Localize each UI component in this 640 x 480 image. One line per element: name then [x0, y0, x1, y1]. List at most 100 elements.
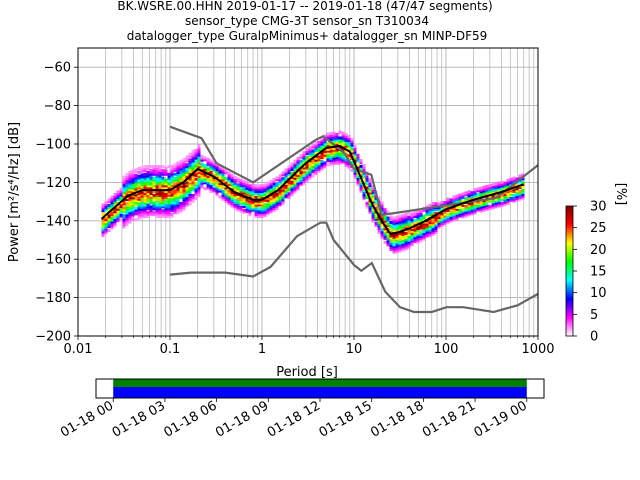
heatmap-cell [173, 178, 177, 182]
heatmap-cell [215, 172, 219, 176]
heatmap-cell [173, 197, 177, 201]
heatmap-cell [140, 167, 144, 171]
heatmap-cell [164, 213, 168, 217]
heatmap-cell [290, 185, 294, 189]
heatmap-cell [404, 216, 408, 220]
heatmap-cell [380, 207, 384, 211]
heatmap-cell [167, 213, 171, 217]
heatmap-cell [278, 176, 282, 180]
heatmap-cell [323, 140, 327, 144]
heatmap-cell [155, 176, 159, 180]
y-axis-label: Power [m²/s⁴/Hz] [dB] [7, 122, 22, 262]
heatmap-cell [233, 185, 237, 189]
heatmap-cell [398, 224, 402, 228]
heatmap-cell [194, 172, 198, 175]
heatmap-cell [224, 186, 228, 190]
heatmap-cell [194, 191, 198, 195]
heatmap-cell [203, 165, 207, 169]
heatmap-cell [521, 188, 525, 192]
heatmap-cell [179, 194, 183, 198]
colorbar-tick-label: 15 [590, 265, 607, 280]
heatmap-cell [305, 171, 309, 175]
heatmap-cell [140, 208, 144, 212]
heatmap-cell [269, 185, 273, 189]
heatmap-cell [389, 215, 393, 219]
heatmap-cell [299, 169, 303, 173]
heatmap-cell [260, 195, 264, 199]
heatmap-cell [296, 179, 300, 183]
heatmap-cell [401, 223, 405, 227]
heatmap-cell [152, 165, 156, 169]
coverage-bar-blue [113, 387, 527, 398]
heatmap-cell [311, 153, 315, 157]
heatmap-cell [263, 185, 267, 189]
heatmap-cell [140, 194, 144, 198]
heatmap-cell [194, 156, 198, 160]
heatmap-cell [419, 233, 423, 237]
heatmap-cell [104, 225, 108, 229]
heatmap-cell [197, 173, 201, 176]
heatmap-cell [452, 218, 456, 222]
heatmap-cell [239, 201, 243, 205]
heatmap-cell [431, 232, 435, 236]
heatmap-cell [119, 205, 123, 209]
heatmap-cell [200, 178, 204, 181]
heatmap-cell [116, 209, 120, 213]
heatmap-cell [182, 184, 186, 188]
heatmap-cell [410, 212, 414, 216]
heatmap-cell [179, 196, 183, 200]
heatmap-cell [122, 175, 126, 179]
heatmap-cell [242, 180, 246, 183]
heatmap-cell [371, 198, 375, 202]
heatmap-cell [485, 200, 489, 204]
heatmap-cell [347, 144, 351, 148]
heatmap-cell [380, 222, 384, 226]
heatmap-cell [464, 210, 468, 214]
coverage-tick-label: 01-19 00 [472, 398, 530, 440]
heatmap-cell [413, 218, 417, 222]
heatmap-cell [227, 177, 231, 181]
heatmap-cell [209, 178, 213, 182]
heatmap-cell [347, 154, 351, 158]
heatmap-cell [167, 174, 171, 178]
heatmap-cell [158, 211, 162, 215]
heatmap-cell [329, 143, 333, 147]
heatmap-cell [506, 201, 510, 205]
heatmap-cell [122, 200, 126, 204]
heatmap-cell [494, 199, 498, 203]
heatmap-cell [485, 196, 489, 200]
heatmap-cell [248, 213, 252, 217]
heatmap-cell [122, 217, 126, 221]
heatmap-cell [209, 186, 213, 190]
heatmap-cell [203, 156, 207, 160]
heatmap-cell [188, 177, 192, 181]
heatmap-cell [356, 159, 360, 163]
heatmap-cell [308, 151, 312, 155]
colorbar-label: [%] [613, 183, 628, 206]
heatmap-cell [272, 206, 276, 210]
heatmap-cell [134, 177, 138, 181]
heatmap-cell [452, 199, 456, 203]
heatmap-cell [239, 184, 243, 188]
heatmap-cell [281, 179, 285, 183]
heatmap-cell [158, 207, 162, 211]
heatmap-cell [401, 217, 405, 221]
heatmap-cell [449, 200, 453, 204]
heatmap-cell [335, 154, 339, 158]
heatmap-cell [176, 172, 180, 176]
heatmap-cell [275, 193, 279, 197]
heatmap-cell [122, 192, 126, 196]
heatmap-cell [338, 138, 342, 142]
heatmap-cell [185, 188, 189, 192]
heatmap-cell [281, 192, 285, 196]
heatmap-cell [221, 190, 225, 193]
heatmap-cell [197, 178, 201, 182]
heatmap-cell [434, 225, 438, 229]
heatmap-cell [188, 187, 192, 191]
heatmap-cell [293, 161, 297, 165]
heatmap-cell [176, 203, 180, 207]
heatmap-cell [389, 236, 393, 240]
heatmap-cell [431, 204, 435, 207]
heatmap-cell [302, 151, 306, 155]
heatmap-cell [263, 210, 267, 214]
